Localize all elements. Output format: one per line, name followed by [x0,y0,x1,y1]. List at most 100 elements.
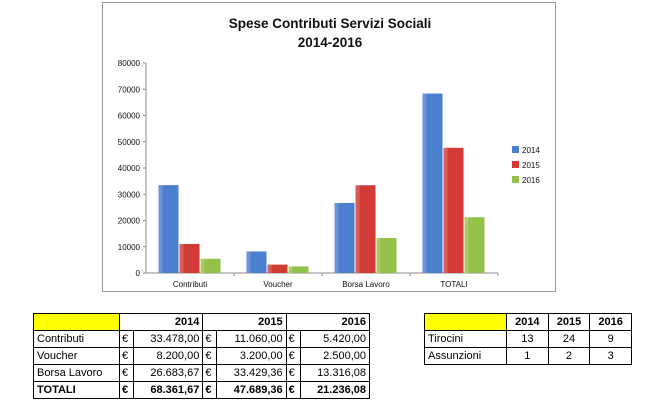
spese-header-2016: 2016 [285,313,371,331]
table-row-total: TOTALI € 68.361,67 € 47.689,36 € 21.236,… [33,381,371,399]
y-tick-label: 50000 [118,138,141,147]
table-row: Contributi € 33.478,00 € 11.060,00 € 5.4… [33,330,371,348]
bar-highlight [158,185,163,273]
bar-highlight [443,147,448,273]
currency-symbol: € [285,330,301,348]
tirocini-header-2015: 2015 [547,313,591,331]
bar-highlight [200,258,205,273]
row-label: Contributi [33,330,120,348]
amount-cell: 26.683,67 [132,364,204,382]
category-label: Contributi [173,280,207,289]
y-tick-label: 30000 [118,190,141,199]
count-cell: 1 [506,347,549,365]
table-row: Borsa Lavoro € 26.683,67 € 33.429,36 € 1… [33,364,371,382]
bar-2016 [288,266,309,273]
tirocini-header-row: 2014 2015 2016 [424,313,632,331]
tirocini-header-2016: 2016 [589,313,632,331]
amount-cell: 3.200,00 [216,347,287,365]
count-cell: 13 [506,330,549,348]
bar-2015 [355,185,376,273]
spese-header-row: 2014 2015 2016 [33,313,371,331]
bar-2016 [464,217,485,273]
y-tick-label: 20000 [118,217,141,226]
row-label: Borsa Lavoro [33,364,120,382]
bar-highlight [422,93,427,273]
currency-symbol: € [202,347,218,365]
tirocini-header-corner [424,313,507,331]
chart-title: Spese Contributi Servizi Sociali [229,16,432,31]
amount-cell: 2.500,00 [299,347,371,365]
currency-symbol: € [202,330,218,348]
legend-swatch [512,176,519,183]
chart-subtitle: 2014-2016 [298,35,363,50]
category-label: Voucher [263,280,293,289]
currency-symbol: € [119,330,134,348]
amount-cell: 8.200,00 [132,347,204,365]
amount-cell: 47.689,36 [216,381,287,399]
bar-2015 [179,243,200,273]
legend-label: 2016 [522,176,540,185]
bar-highlight [376,238,381,273]
bar-2016 [376,238,397,273]
legend-label: 2014 [522,146,540,155]
bar-highlight [464,217,469,273]
tirocini-table: 2014 2015 2016 Tirocini 13 24 9 Assunzio… [424,313,632,365]
bar-highlight [288,266,293,273]
amount-cell: 11.060,00 [216,330,287,348]
currency-symbol: € [119,381,134,399]
row-label: Tirocini [424,330,507,348]
y-tick-label: 10000 [118,243,141,252]
bar-2015 [443,147,464,273]
count-cell: 9 [589,330,632,348]
y-tick-label: 80000 [118,59,141,68]
currency-symbol: € [202,381,218,399]
bar-2014 [334,202,355,273]
amount-cell: 5.420,00 [299,330,371,348]
table-row: Voucher € 8.200,00 € 3.200,00 € 2.500,00 [33,347,371,365]
legend-swatch [512,161,519,168]
bar-2015 [267,264,288,273]
category-label: Borsa Lavoro [342,280,390,289]
bar-2014 [158,185,179,273]
y-tick-label: 70000 [118,85,141,94]
amount-cell: 33.478,00 [132,330,204,348]
legend-swatch [512,146,519,153]
count-cell: 2 [547,347,591,365]
bar-2014 [422,93,443,273]
bar-highlight [334,202,339,273]
currency-symbol: € [285,381,301,399]
amount-cell: 21.236,08 [299,381,371,399]
spese-header-2015: 2015 [202,313,287,331]
bar-chart: Spese Contributi Servizi Sociali 2014-20… [118,16,541,289]
category-label: TOTALI [440,280,467,289]
y-tick-label: 40000 [118,164,141,173]
count-cell: 3 [589,347,632,365]
row-label: Voucher [33,347,120,365]
bar-2014 [246,251,267,273]
bar-highlight [355,185,360,273]
spese-header-corner [33,313,120,331]
chart-frame: Spese Contributi Servizi Sociali 2014-20… [102,2,556,292]
tirocini-header-2014: 2014 [506,313,549,331]
currency-symbol: € [202,364,218,382]
y-tick-label: 0 [136,269,141,278]
table-row: Assunzioni 1 2 3 [424,347,632,365]
amount-cell: 33.429,36 [216,364,287,382]
row-label: TOTALI [33,381,120,399]
spese-table: 2014 2015 2016 Contributi € 33.478,00 € … [33,313,371,399]
amount-cell: 68.361,67 [132,381,204,399]
bar-2016 [200,258,221,273]
currency-symbol: € [119,347,134,365]
spese-header-2014: 2014 [118,313,204,331]
bar-highlight [179,243,184,273]
table-row: Tirocini 13 24 9 [424,330,632,348]
amount-cell: 13.316,08 [299,364,371,382]
row-label: Assunzioni [424,347,507,365]
currency-symbol: € [285,364,301,382]
bar-highlight [246,251,251,273]
y-tick-label: 60000 [118,112,141,121]
currency-symbol: € [285,347,301,365]
currency-symbol: € [119,364,134,382]
bar-highlight [267,264,272,273]
legend-label: 2015 [522,161,540,170]
